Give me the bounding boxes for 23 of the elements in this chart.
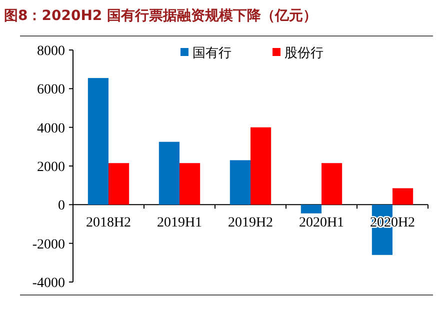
title: 图8：2020H2 国有行票据融资规模下降（亿元） xyxy=(4,8,318,24)
bar xyxy=(180,163,200,205)
y-tick-label: 8000 xyxy=(37,44,65,59)
legend-label: 国有行 xyxy=(192,46,232,61)
x-tick-label: 2020H1 xyxy=(298,216,344,231)
bar xyxy=(322,163,342,205)
bar xyxy=(108,163,130,205)
bar xyxy=(158,142,180,205)
y-tick-label: 4000 xyxy=(37,121,65,136)
legend-label: 股份行 xyxy=(284,46,324,61)
y-tick-label: -4000 xyxy=(32,276,65,291)
bar xyxy=(250,127,272,205)
bar xyxy=(230,160,250,205)
bar xyxy=(88,78,108,205)
y-tick-label: 0 xyxy=(58,198,65,214)
y-tick-label: 2000 xyxy=(37,160,65,175)
x-tick-label: 2019H2 xyxy=(228,216,274,231)
x-tick-label: 2018H2 xyxy=(86,216,132,231)
y-tick-label: 6000 xyxy=(37,82,65,98)
bar xyxy=(300,204,322,214)
y-tick-label: -2000 xyxy=(32,237,65,252)
bar xyxy=(392,188,414,205)
x-tick-label: 2019H1 xyxy=(156,216,202,231)
